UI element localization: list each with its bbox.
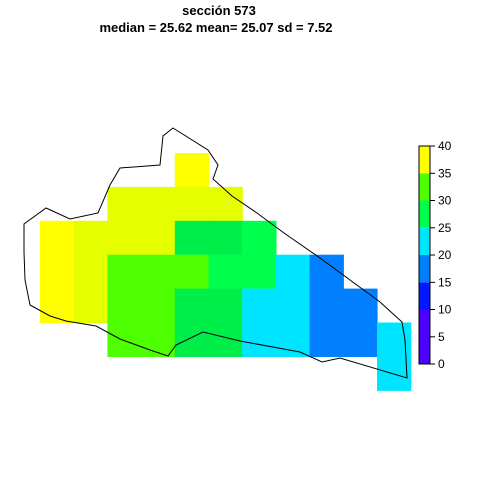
heatmap-cell <box>174 220 210 256</box>
colorbar-tick-label: 15 <box>438 275 452 289</box>
heatmap-cell <box>343 288 378 324</box>
colorbar-tick-label: 10 <box>438 303 452 317</box>
heatmap-cell <box>242 322 277 357</box>
heatmap-cell <box>242 288 277 324</box>
heatmap-cell <box>40 254 75 290</box>
heatmap-cell <box>40 220 75 256</box>
colorbar-tick-label: 30 <box>438 194 452 208</box>
heatmap-cell <box>141 186 176 222</box>
heatmap-cell <box>107 186 142 222</box>
heatmap-cells <box>40 153 412 391</box>
heatmap-cell <box>141 220 176 256</box>
colorbar-bin <box>419 282 430 310</box>
heatmap-cell <box>309 288 344 324</box>
heatmap-cell <box>242 220 277 256</box>
colorbar-bin <box>419 227 430 256</box>
heatmap-cell <box>174 254 210 290</box>
colorbar-tick-label: 35 <box>438 166 452 180</box>
heatmap-cell <box>174 153 210 188</box>
heatmap-cell <box>73 254 108 290</box>
heatmap-cell <box>73 288 108 324</box>
heatmap-cell <box>141 254 176 290</box>
chart-subtitle: median = 25.62 mean= 25.07 sd = 7.52 <box>99 20 332 35</box>
colorbar-bin <box>419 255 430 283</box>
heatmap-cell <box>107 288 142 324</box>
heatmap-cell <box>275 254 311 290</box>
heatmap-cell <box>73 220 108 256</box>
heatmap-cell <box>174 322 210 357</box>
heatmap-cell <box>275 288 311 324</box>
heatmap-cell <box>208 220 243 256</box>
colorbar-tick-label: 40 <box>438 139 452 153</box>
colorbar-tick-label: 0 <box>438 357 445 371</box>
heatmap-cell <box>208 322 243 357</box>
heatmap-cell <box>107 220 142 256</box>
colorbar-bin <box>419 146 430 174</box>
colorbar-tick-label: 5 <box>438 330 445 344</box>
colorbar-bin <box>419 173 430 201</box>
heatmap-cell <box>275 322 311 357</box>
heatmap-cell <box>40 288 75 324</box>
colorbar-bin <box>419 309 430 364</box>
chart-title: sección 573 <box>182 3 256 18</box>
heatmap-cell <box>208 254 243 290</box>
heatmap-cell <box>208 186 243 222</box>
heatmap-cell <box>242 254 277 290</box>
heatmap-cell <box>309 322 344 357</box>
heatmap-cell <box>141 322 176 357</box>
heatmap-cell <box>208 288 243 324</box>
colorbar-bin <box>419 200 430 228</box>
heatmap-cell <box>174 288 210 324</box>
colorbar: 0 5 10 15 20 25 30 35 40 <box>418 139 452 371</box>
colorbar-tick-label: 25 <box>438 221 452 235</box>
heatmap-cell <box>377 322 412 357</box>
heatmap-cell <box>107 322 142 357</box>
heatmap-cell <box>174 186 210 222</box>
heatmap-cell <box>343 322 378 357</box>
region-outline <box>23 127 408 379</box>
colorbar-tick-label: 20 <box>438 248 452 262</box>
heatmap-cell <box>141 288 176 324</box>
heatmap-cell <box>107 254 142 290</box>
